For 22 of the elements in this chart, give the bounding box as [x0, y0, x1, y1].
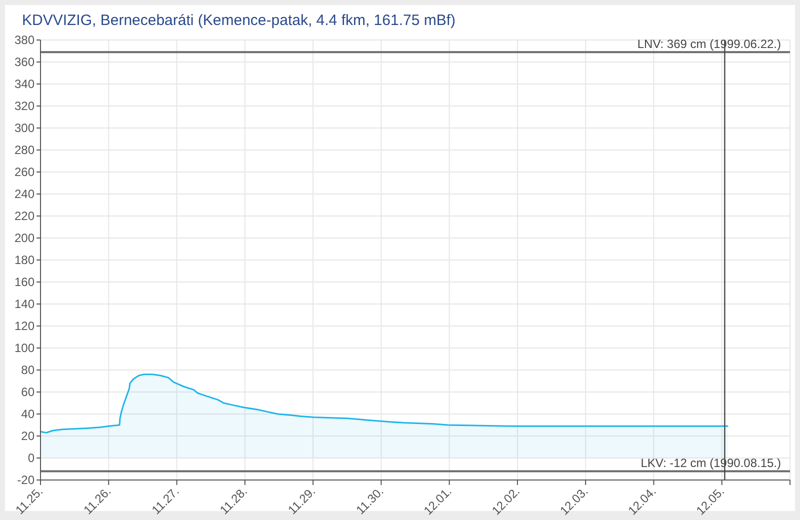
y-tick-label: 80: [21, 363, 35, 378]
y-tick-label: 380: [14, 33, 35, 48]
y-tick-label: 140: [14, 297, 35, 312]
chart-title: KDVVIZIG, Bernecebaráti (Kemence-patak, 4.4 fkm, 161.75 mBf): [22, 12, 456, 29]
y-tick-label: 220: [14, 209, 35, 224]
y-tick-label: 100: [14, 341, 35, 356]
y-tick-label: 340: [14, 77, 35, 92]
y-tick-label: 300: [14, 121, 35, 136]
y-tick-label: 160: [14, 275, 35, 290]
y-tick-label: 280: [14, 143, 35, 158]
y-tick-label: 320: [14, 99, 35, 114]
y-tick-label: 260: [14, 165, 35, 180]
y-tick-label: 40: [21, 407, 35, 422]
y-tick-label: 120: [14, 319, 35, 334]
y-tick-label: 60: [21, 385, 35, 400]
y-tick-label: 180: [14, 253, 35, 268]
y-tick-label: 20: [21, 429, 35, 444]
y-tick-label: 240: [14, 187, 35, 202]
y-tick-label: 0: [28, 451, 35, 466]
y-tick-label: 360: [14, 55, 35, 70]
y-tick-label: -20: [17, 473, 35, 488]
y-tick-label: 200: [14, 231, 35, 246]
